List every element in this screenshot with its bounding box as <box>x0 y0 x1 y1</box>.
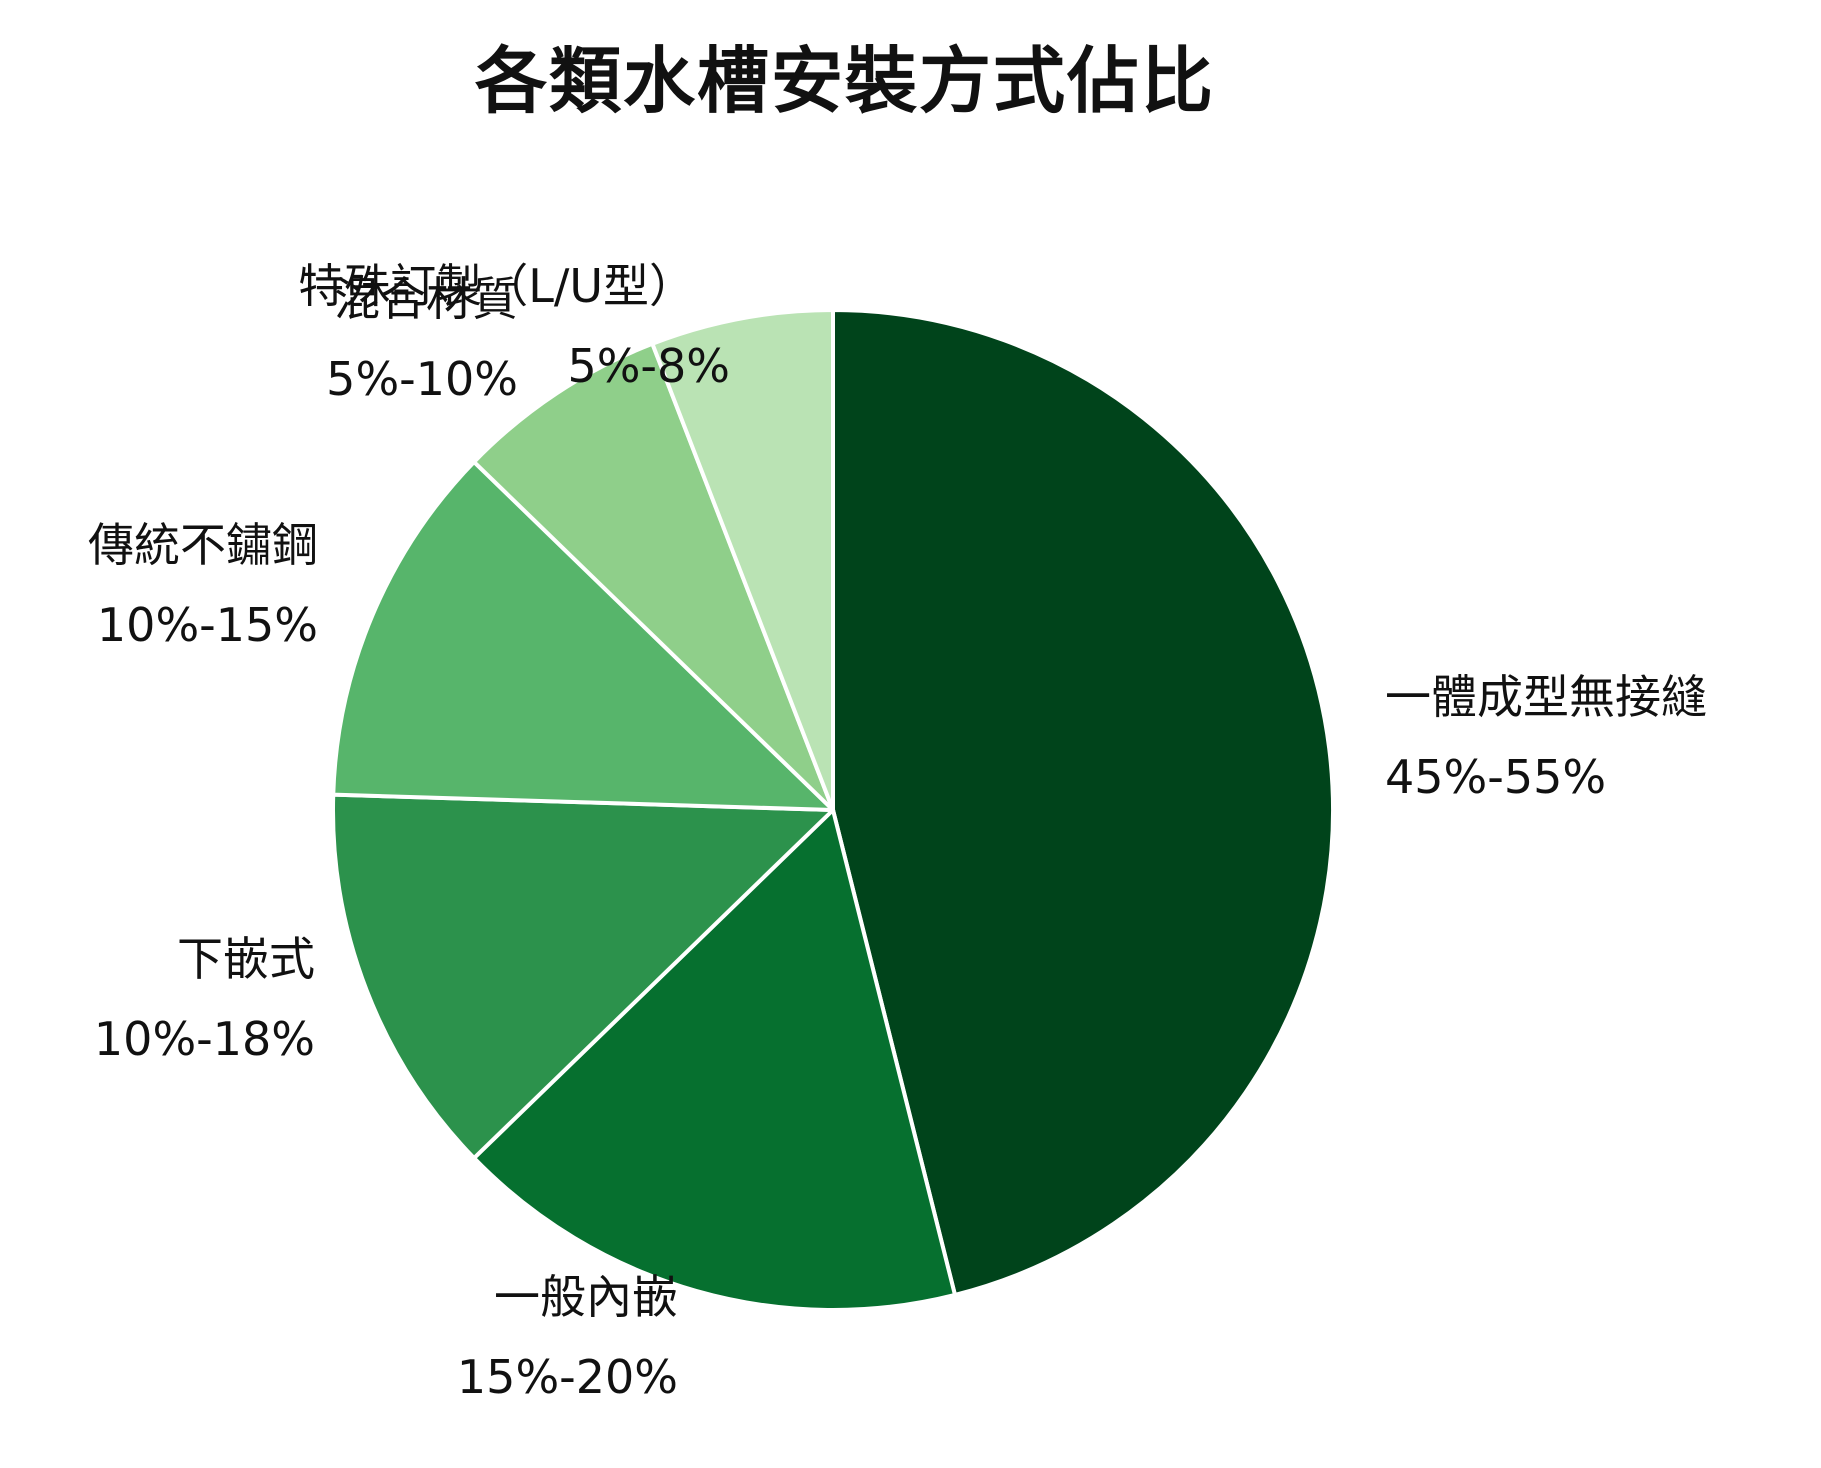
chart-title: 各類水槽安裝方式佔比 <box>474 39 1215 123</box>
pie-slice <box>831 308 1335 1297</box>
pie-slice <box>472 808 957 1312</box>
slice-label-value: 10%-15% <box>97 598 318 652</box>
slice-label-value: 5%-10% <box>326 352 518 406</box>
pie-slice <box>472 341 835 812</box>
slice-label-value: 45%-55% <box>1385 750 1606 804</box>
pie-slice <box>331 792 835 1161</box>
slice-label-value: 10%-18% <box>94 1012 315 1066</box>
slice-label-name: 混合材質 <box>334 272 518 326</box>
pie-slice <box>650 308 835 812</box>
slice-label-value: 5%-8% <box>567 339 730 393</box>
slice-label-value: 15%-20% <box>457 1350 678 1404</box>
slice-label-name: 一體成型無接縫 <box>1385 670 1707 724</box>
slice-label-name: 傳統不鏽鋼 <box>88 518 318 572</box>
slice-label-name: 一般內嵌 <box>494 1270 678 1324</box>
slice-label-name: 特殊訂製（L/U型） <box>298 259 695 313</box>
pie-slice <box>331 459 835 812</box>
slice-label-name: 下嵌式 <box>177 932 315 986</box>
